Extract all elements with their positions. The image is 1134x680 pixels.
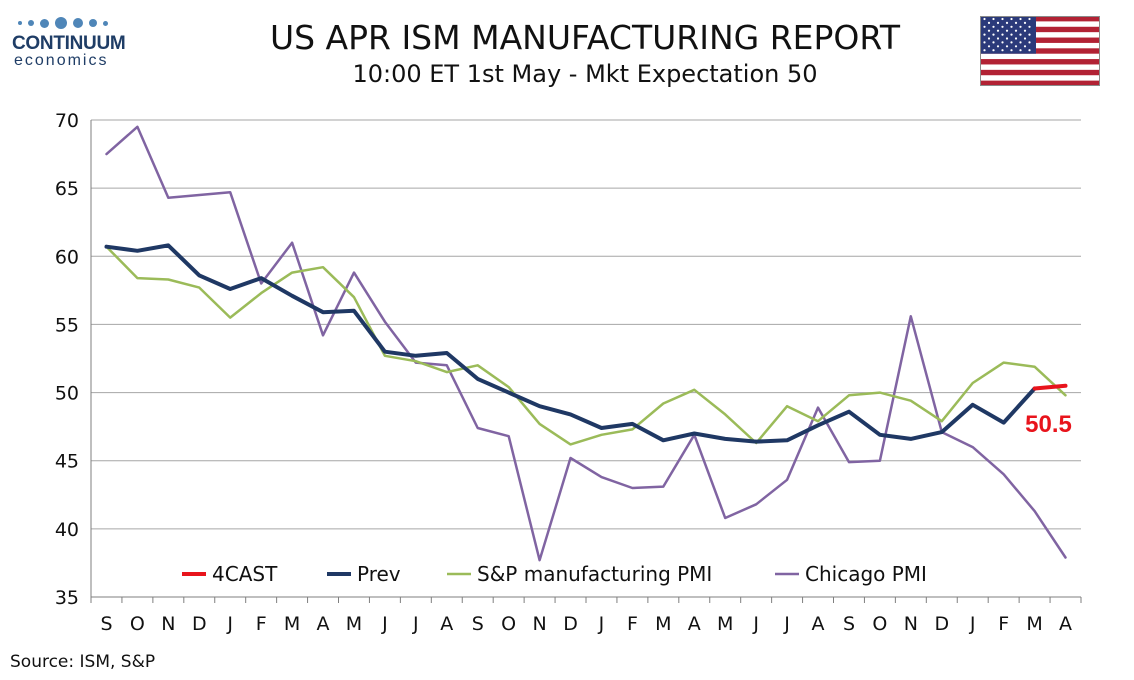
legend-label-s-p-manufacturing-pmi: S&P manufacturing PMI (477, 562, 712, 586)
y-tick-label: 65 (55, 178, 79, 200)
x-tick-label: F (256, 613, 267, 635)
y-tick-label: 70 (55, 110, 79, 132)
logo-subtitle: economics (14, 52, 109, 69)
x-tick-label: J (752, 613, 759, 635)
legend-label-4cast: 4CAST (212, 562, 278, 586)
x-tick-label: S (100, 613, 112, 635)
x-tick-label: M (1026, 613, 1042, 635)
y-tick-label: 40 (55, 519, 79, 541)
x-tick-label: F (627, 613, 638, 635)
series-line-chicago-pmi (105, 125, 1067, 562)
logo-dots-icon (18, 14, 142, 32)
x-tick-label: O (872, 613, 887, 635)
y-tick-label: 60 (55, 246, 79, 268)
x-tick-label: D (563, 613, 578, 635)
x-tick-label: J (226, 613, 233, 635)
x-tick-label: A (440, 613, 453, 635)
x-tick-label: J (969, 613, 976, 635)
x-tick-label: M (346, 613, 362, 635)
x-tick-label: N (161, 613, 175, 635)
us-flag-icon (980, 16, 1100, 86)
x-tick-label: A (317, 613, 330, 635)
chart-subtitle: 10:00 ET 1st May - Mkt Expectation 50 (352, 60, 818, 88)
x-tick-label: J (412, 613, 419, 635)
series-lines (104, 125, 1068, 562)
y-tick-label: 35 (55, 587, 79, 609)
series-line-prev (104, 243, 1037, 444)
x-tick-label: M (284, 613, 300, 635)
x-tick-label: M (717, 613, 733, 635)
data-labels: 50.5 (1025, 411, 1072, 438)
x-tick-label: S (472, 613, 484, 635)
x-tick-label: J (381, 613, 388, 635)
source-note: Source: ISM, S&P (10, 652, 156, 672)
legend-label-prev: Prev (357, 562, 401, 586)
x-tick-label: S (843, 613, 855, 635)
x-tick-label: A (812, 613, 825, 635)
logo-name: CONTINUUM (12, 33, 126, 54)
y-tick-label: 50 (55, 383, 79, 405)
gridlines (91, 119, 1081, 530)
x-tick-label: O (501, 613, 516, 635)
x-tick-label: N (532, 613, 546, 635)
forecast-data-label: 50.5 (1025, 411, 1072, 438)
x-tick-label: D (192, 613, 207, 635)
y-tick-label: 55 (55, 314, 79, 336)
x-tick-label: F (998, 613, 1009, 635)
series-line-s-p-manufacturing-pmi (105, 245, 1067, 446)
x-tick-label: O (130, 613, 145, 635)
legend: 4CAST Prev S&P manufacturing PMI Chicago PM… (182, 562, 927, 586)
series-line-4cast (1032, 383, 1068, 391)
x-tick-label: D (934, 613, 949, 635)
x-tick-label: M (655, 613, 671, 635)
chart-title: US APR ISM MANUFACTURING REPORT (269, 18, 901, 57)
x-tick-label: A (1059, 613, 1072, 635)
y-tick-label: 45 (55, 451, 79, 473)
continuum-economics-logo: CONTINUUM economics (12, 14, 142, 78)
x-tick-label: J (783, 613, 790, 635)
legend-label-chicago-pmi: Chicago PMI (805, 562, 927, 586)
x-tick-label: N (904, 613, 918, 635)
x-tick-label: A (688, 613, 701, 635)
x-tick-label: J (598, 613, 605, 635)
